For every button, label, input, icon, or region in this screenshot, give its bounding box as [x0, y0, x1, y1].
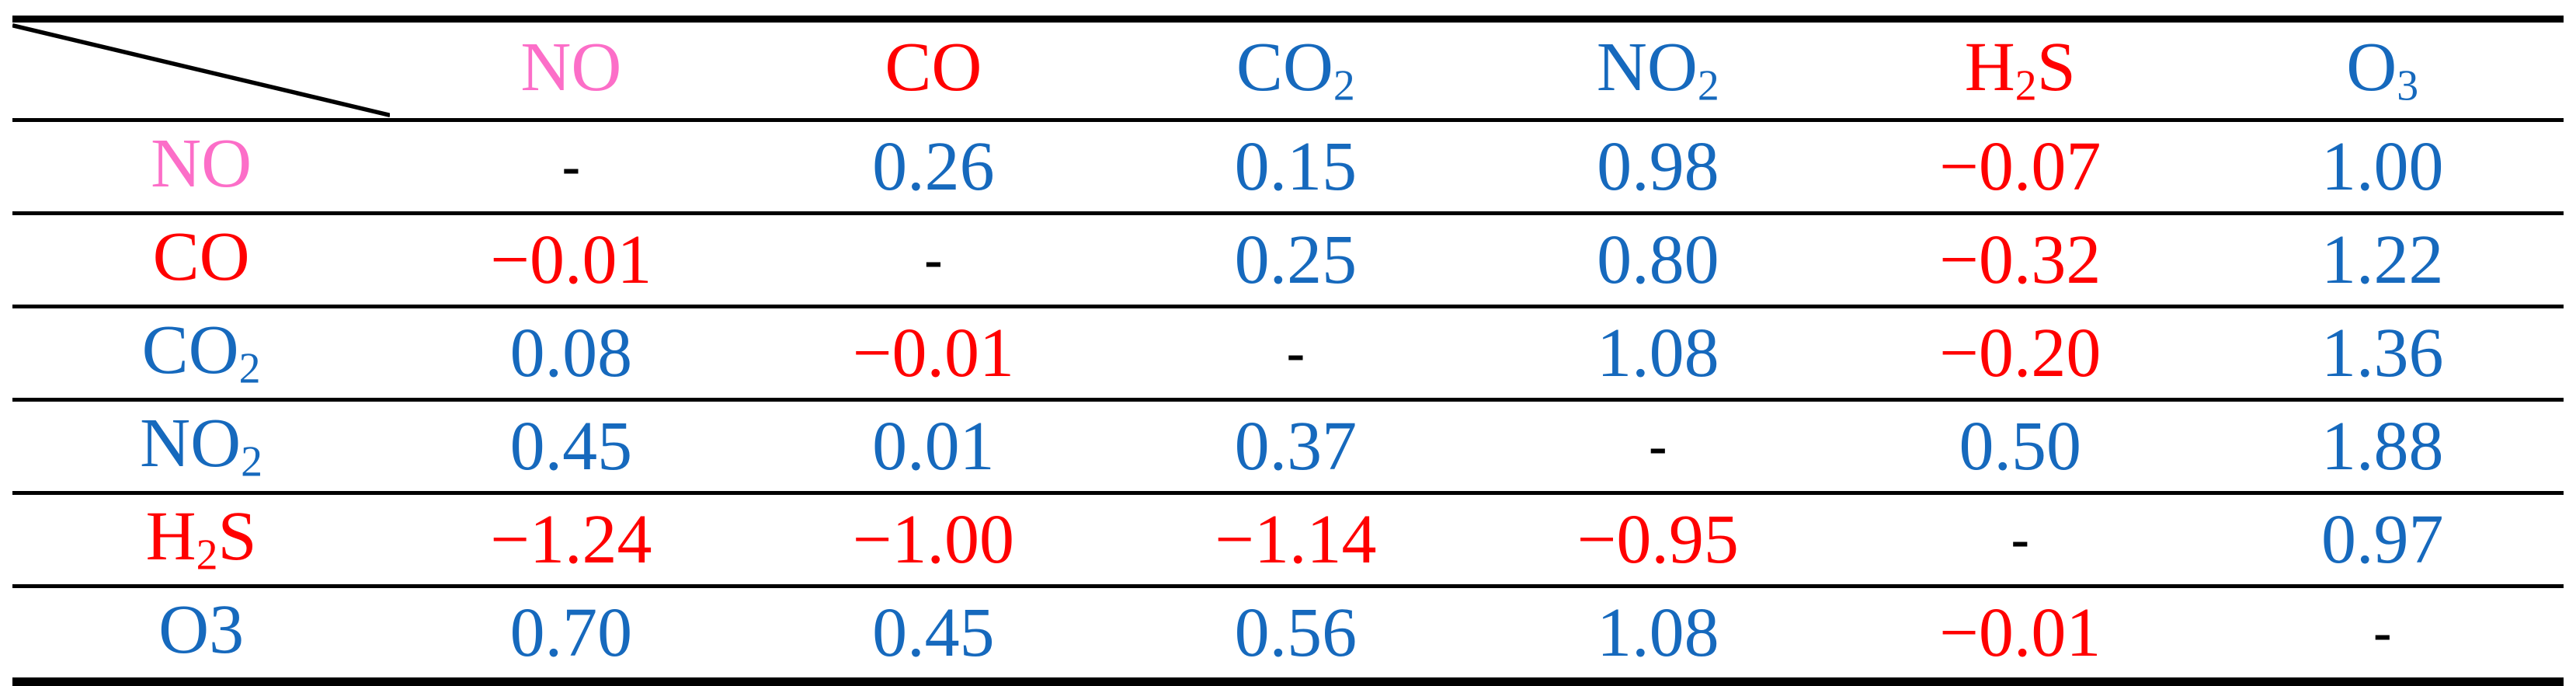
header-subscript: 2 [238, 344, 261, 393]
header-label: S [217, 497, 257, 575]
header-label: S [2036, 28, 2076, 106]
cell-no2-no: 0.45 [390, 399, 753, 495]
cell-h2s-o3: 0.97 [2201, 493, 2564, 588]
row-header-no2: NO2 [12, 399, 391, 495]
column-header-co2: CO2 [1114, 19, 1477, 122]
pollutant-correlation-table: NO CO CO2 NO2 H2S O3 NO - 0.26 0.15 0.98… [12, 16, 2564, 686]
header-subscript: 2 [1333, 61, 1355, 110]
cell-co2-no2: 1.08 [1476, 306, 1840, 402]
cell-o3-no: 0.70 [509, 594, 633, 671]
cell-h2s-no2: −0.95 [1476, 493, 1840, 588]
cell-co2-co: −0.01 [752, 306, 1115, 402]
header-label: NO [151, 124, 252, 202]
row-header-co: CO [12, 213, 391, 308]
row-header-no: NO [12, 120, 391, 215]
row-header-o3: O3 [12, 587, 390, 682]
cell-no-o3: 1.00 [2201, 120, 2564, 215]
cell-no-no2: 0.98 [1476, 120, 1840, 215]
cell-co2-o3: 1.36 [2201, 306, 2564, 402]
header-label: CO [152, 218, 250, 295]
column-header-h2s: H2S [1839, 19, 2202, 122]
cell-no2-o3: 1.88 [2201, 399, 2564, 495]
cell-o3-co: 0.45 [872, 594, 995, 671]
row-header-co2: CO2 [12, 306, 391, 402]
header-label: H [145, 497, 196, 575]
table-row-h2s: H2S −1.24 −1.00 −1.14 −0.95 - 0.97 [12, 493, 2564, 588]
cell-no-h2s: −0.07 [1839, 120, 2202, 215]
header-subscript: 3 [2397, 61, 2419, 110]
cell-o3-no2: 1.08 [1597, 594, 1719, 671]
column-header-co: CO [752, 19, 1115, 122]
diagonal-line [12, 23, 390, 118]
header-subscript: 2 [241, 437, 263, 486]
table-row-o3: O3 0.70 0.45 0.56 1.08 −0.01 - [12, 587, 2564, 682]
cell-co-no2: 0.80 [1476, 213, 1840, 308]
cell-h2s-no: −1.24 [390, 493, 753, 588]
column-header-no: NO [390, 19, 753, 122]
cell-o3-o3: - [2373, 602, 2392, 663]
header-label: H [1964, 28, 2015, 106]
header-label: CO [1236, 28, 1333, 106]
cell-no2-co2: 0.37 [1114, 399, 1477, 495]
table-row-co2: CO2 0.08 −0.01 - 1.08 −0.20 1.36 [12, 306, 2564, 402]
table-row-co: CO −0.01 - 0.25 0.80 −0.32 1.22 [12, 213, 2564, 308]
column-header-o3: O3 [2201, 19, 2564, 122]
cell-o3-co2: 0.56 [1234, 594, 1358, 671]
column-header-no2: NO2 [1476, 19, 1840, 122]
table-row-no: NO - 0.26 0.15 0.98 −0.07 1.00 [12, 120, 2564, 215]
header-label: NO [1596, 28, 1698, 106]
header-label: CO [885, 28, 982, 106]
cell-no2-no2: - [1476, 399, 1840, 495]
header-row: NO CO CO2 NO2 H2S O3 [12, 19, 2564, 122]
header-subscript: 2 [2015, 61, 2037, 110]
cell-co2-h2s: −0.20 [1839, 306, 2202, 402]
table-row-no2: NO2 0.45 0.01 0.37 - 0.50 1.88 [12, 399, 2564, 495]
row-header-h2s: H2S [12, 493, 391, 588]
cell-co-no: −0.01 [390, 213, 753, 308]
header-label: NO [140, 404, 242, 482]
cell-co-o3: 1.22 [2201, 213, 2564, 308]
cell-no-co: 0.26 [752, 120, 1115, 215]
cell-co-co: - [752, 213, 1115, 308]
corner-diagonal-cell [12, 19, 391, 122]
header-label: O [2346, 28, 2397, 106]
cell-co2-co2: - [1114, 306, 1477, 402]
cell-no2-h2s: 0.50 [1839, 399, 2202, 495]
cell-no-co2: 0.15 [1114, 120, 1477, 215]
cell-co-h2s: −0.32 [1839, 213, 2202, 308]
cell-o3-h2s: −0.01 [1939, 594, 2101, 671]
cell-co-co2: 0.25 [1114, 213, 1477, 308]
header-subscript: 2 [196, 531, 218, 580]
header-label: O3 [158, 590, 245, 668]
cell-h2s-co2: −1.14 [1114, 493, 1477, 588]
cell-no-no: - [390, 120, 753, 215]
cell-no2-co: 0.01 [752, 399, 1115, 495]
header-label: CO [141, 311, 239, 388]
header-label: NO [520, 28, 622, 106]
cell-h2s-co: −1.00 [752, 493, 1115, 588]
cell-h2s-h2s: - [1839, 493, 2202, 588]
cell-co2-no: 0.08 [390, 306, 753, 402]
header-subscript: 2 [1697, 61, 1719, 110]
